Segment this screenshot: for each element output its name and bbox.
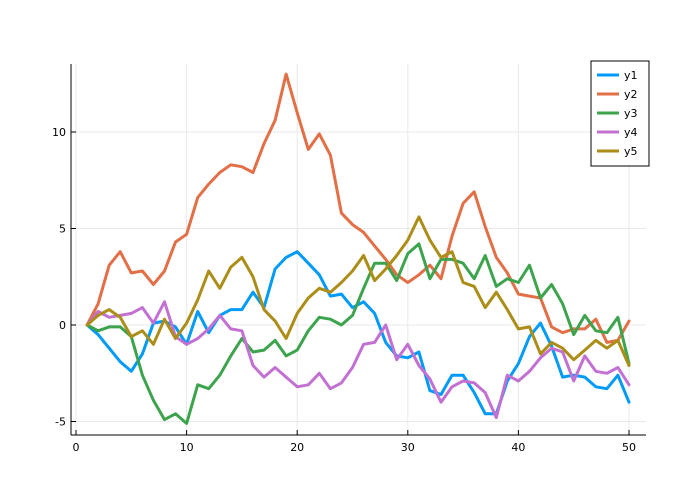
series-line-y2: [85, 72, 631, 344]
legend-label-y2: y2: [624, 88, 638, 101]
tick-labels: 0 10 20 30 40 50 -5 0 5 10: [52, 126, 636, 454]
y-tick-label: 0: [59, 319, 66, 332]
x-tick-label: 20: [290, 441, 304, 454]
x-tick-label: 10: [180, 441, 194, 454]
series-lines: [85, 72, 631, 425]
series-line-y5: [85, 215, 631, 367]
legend-label-y1: y1: [624, 69, 638, 82]
legend-label-y5: y5: [624, 145, 638, 158]
legend: y1 y2 y3 y4 y5: [590, 60, 650, 167]
series-line-y3: [85, 242, 631, 425]
legend-label-y4: y4: [624, 126, 638, 139]
y-tick-label: -5: [55, 416, 66, 429]
axes: [70, 64, 646, 436]
x-tick-label: 50: [622, 441, 636, 454]
x-tick-label: 40: [511, 441, 525, 454]
x-tick-label: 30: [401, 441, 415, 454]
x-tick-label: 0: [73, 441, 80, 454]
y-tick-label: 10: [52, 126, 66, 139]
legend-label-y3: y3: [624, 107, 638, 120]
y-tick-label: 5: [59, 223, 66, 236]
